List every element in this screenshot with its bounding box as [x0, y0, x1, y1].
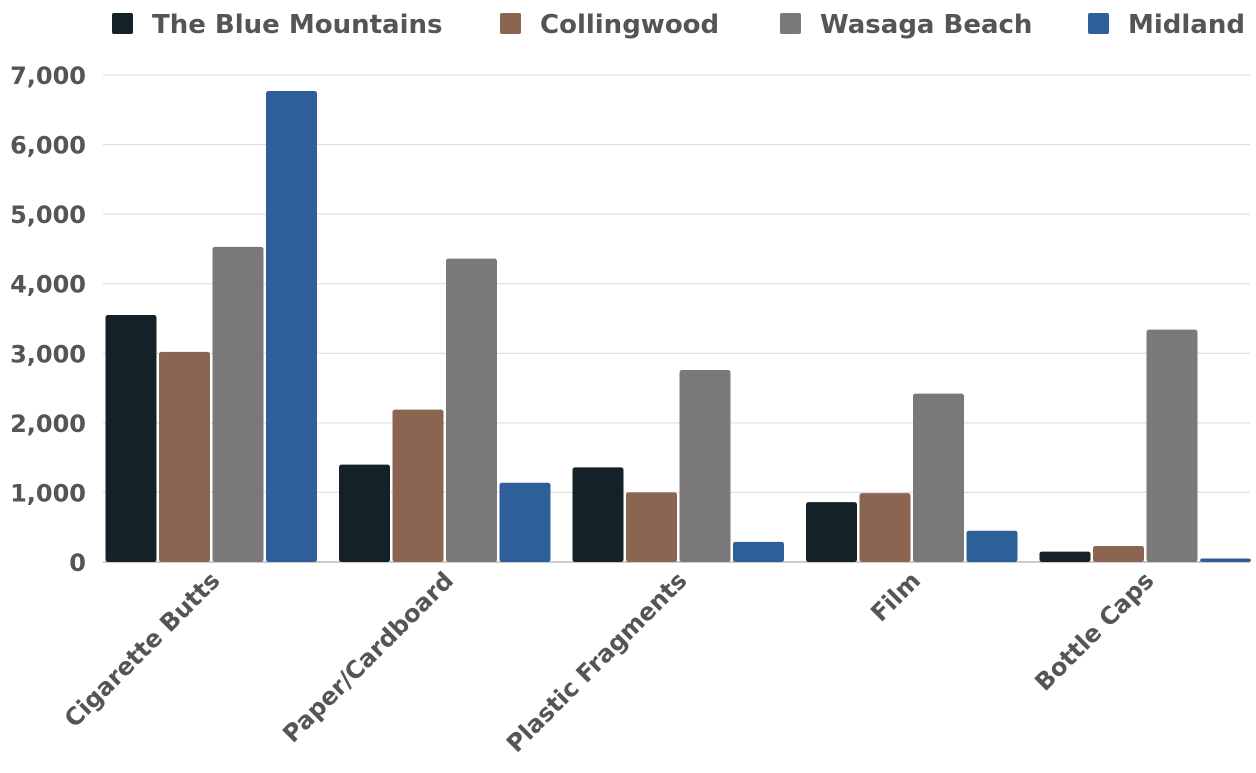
x-tick-label: Plastic Fragments: [501, 566, 692, 757]
legend: The Blue Mountains Collingwood Wasaga Beac…: [112, 10, 1245, 40]
bar-wasaga-beach-film: [913, 393, 964, 562]
bar-collingwood-film: [859, 493, 911, 562]
bar-midland-plastic-fragments: [733, 541, 784, 562]
y-tick-label: 1,000: [10, 479, 86, 507]
bar-wasaga-beach-bottle-caps: [1146, 329, 1198, 562]
bar-collingwood-cigarette-butts: [159, 351, 210, 562]
bars: [105, 91, 1251, 562]
legend-label-midland: Midland: [1128, 10, 1245, 40]
legend-swatch-wasaga-beach: [780, 13, 801, 34]
bar-wasaga-beach-cigarette-butts: [212, 246, 264, 562]
y-tick-label: 5,000: [10, 201, 86, 229]
legend-swatch-the-blue-mountains: [112, 13, 133, 34]
x-tick-label: Film: [865, 566, 926, 627]
bar-the-blue-mountains-plastic-fragments: [572, 467, 624, 562]
x-tick-label: Cigarette Butts: [59, 566, 226, 733]
legend-label-collingwood: Collingwood: [540, 10, 719, 40]
y-tick-label: 4,000: [10, 271, 86, 299]
legend-swatch-midland: [1088, 13, 1109, 34]
y-tick-label: 0: [69, 549, 86, 577]
bar-wasaga-beach-plastic-fragments: [679, 369, 731, 562]
bar-collingwood-paper-cardboard: [392, 409, 444, 562]
x-tick-label: Paper/Cardboard: [277, 566, 459, 748]
x-axis: Cigarette Butts Paper/Cardboard Plastic Fr…: [59, 566, 1160, 757]
bar-the-blue-mountains-paper-cardboard: [339, 464, 390, 562]
legend-label-wasaga-beach: Wasaga Beach: [820, 10, 1032, 40]
bar-the-blue-mountains-cigarette-butts: [105, 315, 157, 562]
y-axis: 0 1,000 2,000 3,000 4,000 5,000 6,000 7,000: [10, 62, 86, 577]
x-tick-label: Bottle Caps: [1029, 566, 1159, 696]
y-tick-label: 3,000: [10, 340, 86, 368]
bar-collingwood-plastic-fragments: [626, 492, 677, 562]
bar-wasaga-beach-paper-cardboard: [446, 258, 497, 562]
y-tick-label: 6,000: [10, 132, 86, 160]
bar-midland-cigarette-butts: [266, 91, 317, 562]
bar-the-blue-mountains-bottle-caps: [1039, 551, 1091, 562]
y-tick-label: 7,000: [10, 62, 86, 90]
bar-collingwood-bottle-caps: [1093, 545, 1144, 562]
legend-label-the-blue-mountains: The Blue Mountains: [152, 10, 442, 40]
bar-midland-film: [966, 530, 1018, 562]
legend-swatch-collingwood: [500, 13, 521, 34]
bar-the-blue-mountains-film: [806, 502, 857, 562]
bar-midland-bottle-caps: [1200, 558, 1251, 562]
bar-midland-paper-cardboard: [499, 482, 551, 562]
y-tick-label: 2,000: [10, 410, 86, 438]
